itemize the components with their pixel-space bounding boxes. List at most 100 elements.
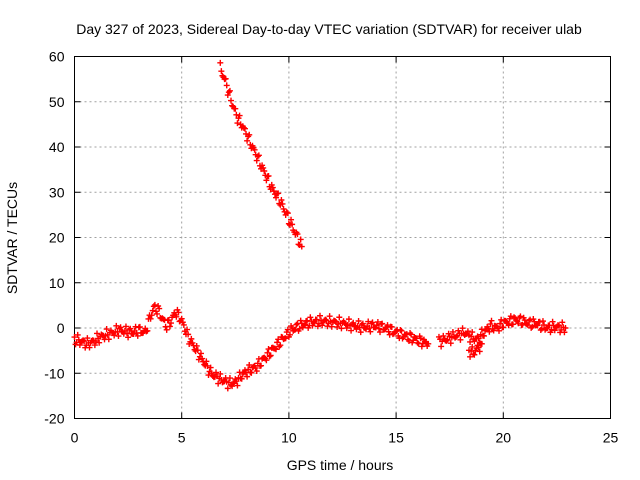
data-point: [486, 328, 493, 335]
data-point: [469, 329, 476, 336]
data-point: [91, 342, 98, 349]
data-point: [515, 320, 522, 327]
data-point: [126, 326, 133, 333]
data-point: [246, 362, 253, 369]
data-point: [292, 326, 299, 333]
data-point: [147, 315, 154, 322]
data-point: [455, 327, 462, 334]
y-tick-label: 30: [49, 184, 65, 200]
y-tick-label: 10: [49, 275, 65, 291]
data-point: [251, 146, 258, 153]
data-point: [488, 317, 495, 324]
data-point: [252, 364, 259, 371]
data-point: [328, 323, 335, 330]
data-point: [208, 370, 215, 377]
data-point: [234, 382, 241, 389]
data-point: [498, 316, 505, 323]
data-point: [283, 209, 290, 216]
data-point: [528, 324, 535, 331]
data-point: [526, 317, 533, 324]
data-point: [524, 322, 531, 329]
data-point: [207, 364, 214, 371]
data-point: [307, 314, 314, 321]
data-point: [253, 157, 260, 164]
data-point: [507, 313, 514, 320]
data-point: [282, 335, 289, 342]
data-point: [274, 339, 281, 346]
data-point: [255, 152, 262, 159]
data-point: [529, 323, 536, 330]
data-point: [464, 328, 471, 335]
data-point: [215, 380, 222, 387]
chart-title: Day 327 of 2023, Sidereal Day-to-day VTE…: [76, 21, 582, 37]
data-point: [476, 348, 483, 355]
data-point: [263, 357, 270, 364]
data-point: [273, 346, 280, 353]
data-point: [277, 342, 284, 349]
data-point: [478, 340, 485, 347]
data-point: [230, 380, 237, 387]
data-point: [94, 330, 101, 337]
data-point: [481, 332, 488, 339]
data-point: [440, 332, 447, 339]
data-point: [363, 326, 370, 333]
data-point: [288, 216, 295, 223]
data-point: [197, 350, 204, 357]
data-point: [457, 336, 464, 343]
data-point: [414, 339, 421, 346]
data-point: [166, 323, 173, 330]
x-tick-label: 5: [178, 430, 186, 446]
data-point: [496, 327, 503, 334]
axis-ticks: 0 5 10 15 20 25 -20 -10 0 10 20 30 40 50 60: [44, 49, 618, 446]
data-point: [238, 375, 245, 382]
x-tick-label: 20: [496, 430, 512, 446]
data-point: [226, 87, 233, 94]
data-point: [203, 358, 210, 365]
data-point: [201, 361, 208, 368]
data-point: [105, 336, 112, 343]
x-tick-label: 0: [71, 430, 79, 446]
data-point: [217, 370, 224, 377]
data-point: [74, 331, 81, 338]
data-point: [223, 82, 230, 89]
data-point: [359, 320, 366, 327]
data-point: [193, 342, 200, 349]
data-point: [554, 322, 561, 329]
data-point: [236, 112, 243, 119]
data-point: [523, 321, 530, 328]
data-point: [471, 351, 478, 358]
data-point: [331, 318, 338, 325]
data-point: [443, 337, 450, 344]
data-point: [561, 329, 568, 336]
x-axis-label: GPS time / hours: [287, 457, 394, 473]
data-point: [490, 327, 497, 334]
data-point: [151, 301, 158, 308]
data-point: [127, 325, 134, 332]
data-point: [86, 344, 93, 351]
data-point: [122, 323, 129, 330]
data-point: [475, 344, 482, 351]
data-point: [417, 335, 424, 342]
data-point: [341, 320, 348, 327]
data-point: [310, 320, 317, 327]
data-point: [469, 343, 476, 350]
data-point: [233, 378, 240, 385]
data-point: [267, 352, 274, 359]
data-point: [549, 318, 556, 325]
data-point: [505, 322, 512, 329]
data-point: [467, 338, 474, 345]
data-point: [293, 321, 300, 328]
data-point: [388, 323, 395, 330]
data-point: [338, 325, 345, 332]
x-tick-label: 15: [388, 430, 404, 446]
data-point: [278, 197, 285, 204]
y-tick-label: 20: [49, 230, 65, 246]
data-point: [270, 188, 277, 195]
series-rising-arc: [217, 59, 305, 250]
data-point: [348, 327, 355, 334]
data-point: [213, 369, 220, 376]
data-point: [314, 323, 321, 330]
data-point: [377, 329, 384, 336]
data-point: [199, 355, 206, 362]
